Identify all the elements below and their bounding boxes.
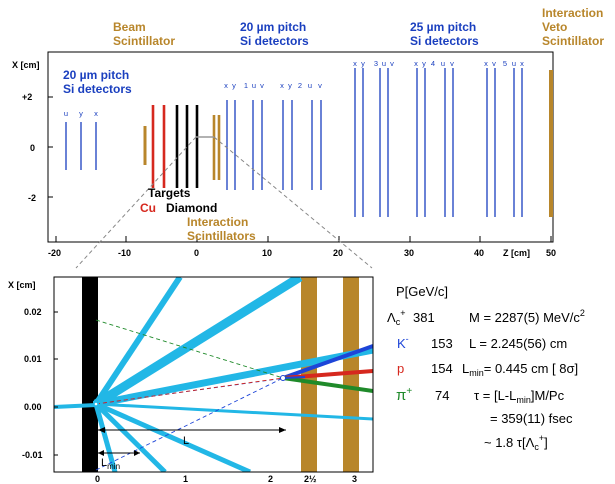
detector-label: y <box>79 109 83 118</box>
detector-label: 1 <box>244 81 248 90</box>
detector-label: u <box>512 59 516 68</box>
detector-label: 3 <box>374 59 378 68</box>
detector-label: y <box>288 81 292 90</box>
detector-label: u <box>382 59 386 68</box>
top-xtick-10: 10 <box>262 248 272 258</box>
L-label: L <box>183 435 189 447</box>
lambda-c-symbol: Λc+ <box>387 308 405 327</box>
detector-label: x <box>414 59 418 68</box>
proton-momentum: 154 <box>431 361 453 376</box>
cu-label: Cu <box>140 201 156 215</box>
top-xtick-0: 0 <box>194 248 199 258</box>
mass-value: M = 2287(5) MeV/c2 <box>469 308 585 325</box>
veto-label-2: Veto <box>542 20 567 34</box>
Lmin-label: Lmin <box>101 457 120 471</box>
top-xtick-20: 20 <box>333 248 343 258</box>
top-xtick-m20: -20 <box>48 248 61 258</box>
kaon-momentum: 153 <box>431 336 453 351</box>
detector-label: v <box>318 81 322 90</box>
lifetime-ratio: ~ 1.8 τ[Λc+] <box>484 433 548 452</box>
top-xtick-m10: -10 <box>118 248 131 258</box>
detector-label: x <box>280 81 284 90</box>
int-scint-label-1: Interaction <box>187 215 248 229</box>
detector-label: x <box>484 59 488 68</box>
detector-label: x <box>94 109 98 118</box>
min-length: Lmin= 0.445 cm [ 8σ] <box>462 361 578 378</box>
detector-label: 2 <box>298 81 302 90</box>
results-table: P[GeV/c] Λc+ 381 M = 2287(5) MeV/c2 K- 1… <box>387 284 585 452</box>
lambda-c-momentum: 381 <box>413 310 435 325</box>
veto-label-1: Interaction <box>542 6 603 20</box>
detector-label: v <box>450 59 454 68</box>
bottom-xtick-1: 1 <box>183 474 188 484</box>
top-xtick-50: 50 <box>546 248 556 258</box>
bottom-ytick-001: 0.01 <box>24 354 42 364</box>
beam-scint-label-1: Beam <box>113 20 146 34</box>
veto-label-3: Scintillator <box>542 34 604 48</box>
pion-symbol: π+ <box>396 386 412 404</box>
bottom-xtick-2half: 2½ <box>304 474 317 484</box>
bottom-ytick-002: 0.02 <box>24 307 42 317</box>
si20a-label-2: Si detectors <box>63 82 132 96</box>
bottom-ytick-000: 0.00 <box>24 402 42 412</box>
lifetime-value: = 359(11) fsec <box>490 411 573 426</box>
si20a-label-1: 20 µm pitch <box>63 68 129 82</box>
top-ylabel: X [cm] <box>12 60 40 70</box>
detector-label: y <box>232 81 236 90</box>
top-panel: X [cm] +2 0 -2 -20 -10 0 10 20 30 40 Z [… <box>12 6 604 269</box>
detector-label: u <box>252 81 256 90</box>
si25-label-2: Si detectors <box>410 34 479 48</box>
bottom-xtick-0: 0 <box>95 474 100 484</box>
si25-label-1: 25 µm pitch <box>410 20 476 34</box>
detector-label: v <box>390 59 394 68</box>
pion-momentum: 74 <box>435 388 449 403</box>
bottom-xtick-2: 2 <box>268 474 273 484</box>
beam-scint-label-2: Scintillator <box>113 34 175 48</box>
p-header: P[GeV/c] <box>396 284 448 299</box>
detector-label: 5 <box>503 59 507 68</box>
bottom-panel: L Lmin X [cm] 0.02 0.01 0.00 -0.01 0 1 2… <box>8 276 374 484</box>
int-scint-label-2: Scintillators <box>187 229 256 243</box>
detector-label: 4 <box>431 59 435 68</box>
detector-label: u <box>308 81 312 90</box>
detector-label: v <box>260 81 264 90</box>
bottom-ytick-m001: -0.01 <box>22 450 43 460</box>
bottom-xtick-3: 3 <box>352 474 357 484</box>
kaon-symbol: K- <box>397 334 409 351</box>
bottom-ylabel: X [cm] <box>8 280 36 290</box>
detector-label: y <box>422 59 426 68</box>
top-xtick-30: 30 <box>404 248 414 258</box>
detector-label: x <box>353 59 357 68</box>
top-ytick-0: 0 <box>30 143 35 153</box>
diamond-label: Diamond <box>166 201 217 215</box>
top-ytick-minus2: -2 <box>28 193 36 203</box>
detector-labels: u y xx y 1 u v x y 2 u vx y 3 u v x y 4 u v x v 5 u x <box>64 59 524 118</box>
detector-label: u <box>64 109 68 118</box>
detector-label: y <box>361 59 365 68</box>
si20b-label-1: 20 µm pitch <box>240 20 306 34</box>
detector-label: v <box>492 59 496 68</box>
si20b-label-2: Si detectors <box>240 34 309 48</box>
detector-label: x <box>224 81 228 90</box>
top-xtick-40: 40 <box>474 248 484 258</box>
targets-label: Targets <box>148 186 191 200</box>
top-ytick-plus2: +2 <box>22 92 32 102</box>
decay-length: L = 2.245(56) cm <box>469 336 567 351</box>
top-xlabel: Z [cm] <box>503 248 530 258</box>
lifetime-formula: τ = [L-Lmin]M/Pc <box>474 388 565 405</box>
detector-label: x <box>520 59 524 68</box>
proton-symbol: p <box>397 361 404 376</box>
detector-label: u <box>441 59 445 68</box>
